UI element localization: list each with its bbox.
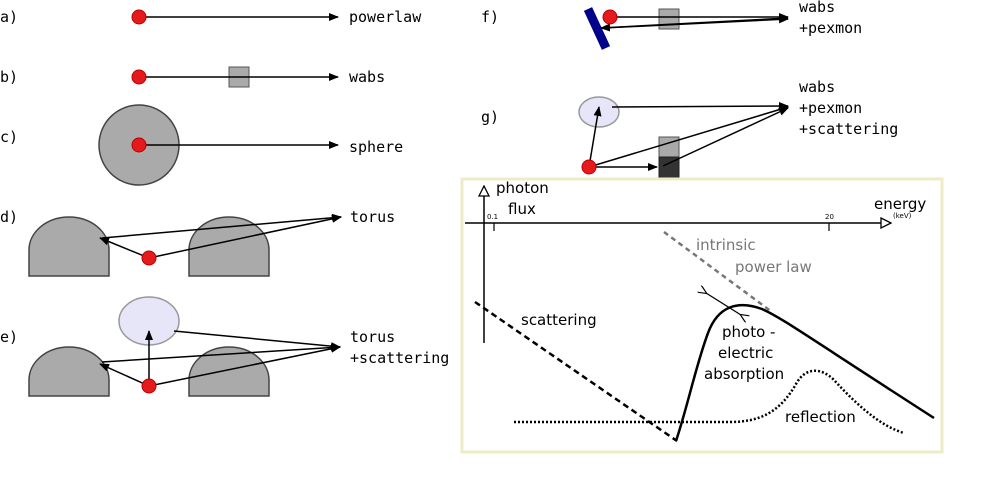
panel-g-letter: g) bbox=[481, 108, 499, 126]
y-axis-label-2: flux bbox=[508, 200, 536, 218]
reflected-ray bbox=[662, 107, 789, 167]
panel-b-label: wabs bbox=[349, 68, 385, 86]
reflection-label: reflection bbox=[785, 408, 856, 426]
panel-c-letter: c) bbox=[0, 128, 18, 146]
panel-b: b) wabs bbox=[0, 66, 385, 88]
absorption-double-arrow bbox=[706, 293, 741, 315]
panel-e-label-1: torus bbox=[350, 328, 395, 346]
panel-f-label-2: +pexmon bbox=[799, 19, 862, 37]
panel-c: c) sphere bbox=[0, 104, 403, 186]
direct-ray bbox=[148, 344, 341, 387]
source-dot bbox=[602, 9, 618, 25]
panel-g-label-1: wabs bbox=[799, 78, 835, 96]
source-dot bbox=[581, 159, 597, 175]
panel-e-label-2: +scattering bbox=[350, 349, 449, 367]
source-dot bbox=[131, 9, 147, 25]
intrinsic-powerlaw-curve bbox=[663, 230, 773, 314]
panel-g: g) wabs +pexmon +scattering bbox=[481, 78, 898, 180]
panel-a-letter: a) bbox=[0, 8, 18, 26]
panel-f-label-1: wabs bbox=[799, 0, 835, 16]
spectrum-inset: 0.1 20 photon flux energy (keV) intrinsi… bbox=[460, 177, 944, 454]
panel-c-label: sphere bbox=[349, 138, 403, 156]
source-dot bbox=[141, 250, 157, 266]
source-dot bbox=[131, 69, 147, 85]
source-dot bbox=[141, 378, 157, 394]
panel-a-label: powerlaw bbox=[349, 8, 422, 26]
photo-label-3: absorption bbox=[704, 365, 784, 383]
panel-e-letter: e) bbox=[0, 328, 18, 346]
torus-right-lobe bbox=[188, 216, 270, 277]
source-dot bbox=[131, 137, 147, 153]
intrinsic-label-2: power law bbox=[735, 258, 812, 276]
photo-label-2: electric bbox=[718, 344, 773, 362]
scattered-ray bbox=[173, 330, 341, 351]
x-axis-label: energy bbox=[874, 195, 926, 213]
panel-b-letter: b) bbox=[0, 68, 18, 86]
torus-right-lobe bbox=[188, 346, 270, 397]
scattering-label: scattering bbox=[521, 311, 597, 329]
panel-a: a) powerlaw bbox=[0, 8, 422, 26]
x-axis-unit: (keV) bbox=[893, 212, 912, 220]
torus-left-lobe bbox=[28, 216, 110, 277]
photo-label-1: photo - bbox=[722, 323, 775, 341]
panel-d-label: torus bbox=[350, 208, 395, 226]
intrinsic-label-1: intrinsic bbox=[696, 236, 756, 254]
panel-d-letter: d) bbox=[0, 208, 18, 226]
reflected-ray bbox=[602, 15, 789, 29]
panel-d: d) torus bbox=[0, 208, 395, 277]
reflector-slab bbox=[583, 7, 611, 50]
panel-g-label-2: +pexmon bbox=[799, 99, 862, 117]
panel-f: f) wabs +pexmon bbox=[481, 0, 862, 50]
scattering-cloud bbox=[578, 96, 620, 128]
tick-right-label: 20 bbox=[825, 213, 834, 221]
direct-ray bbox=[588, 105, 789, 168]
scattering-curve bbox=[474, 300, 678, 443]
panel-g-label-3: +scattering bbox=[799, 120, 898, 138]
torus-left-lobe bbox=[28, 346, 110, 397]
reflected-ray bbox=[101, 343, 341, 363]
y-axis-label-1: photon bbox=[496, 179, 549, 197]
panel-e: e) torus +scattering bbox=[0, 296, 449, 397]
panel-f-letter: f) bbox=[481, 8, 499, 26]
absorber-box bbox=[658, 8, 680, 30]
ray-to-torus bbox=[99, 237, 150, 259]
inset-frame bbox=[460, 177, 944, 454]
ray-to-torus bbox=[99, 363, 150, 387]
reflection-curve bbox=[514, 369, 905, 435]
scattered-ray bbox=[611, 102, 789, 111]
ray-to-cloud bbox=[588, 106, 602, 168]
tick-left-label: 0.1 bbox=[487, 213, 498, 221]
direct-ray bbox=[148, 214, 342, 259]
reflected-ray bbox=[101, 213, 342, 239]
